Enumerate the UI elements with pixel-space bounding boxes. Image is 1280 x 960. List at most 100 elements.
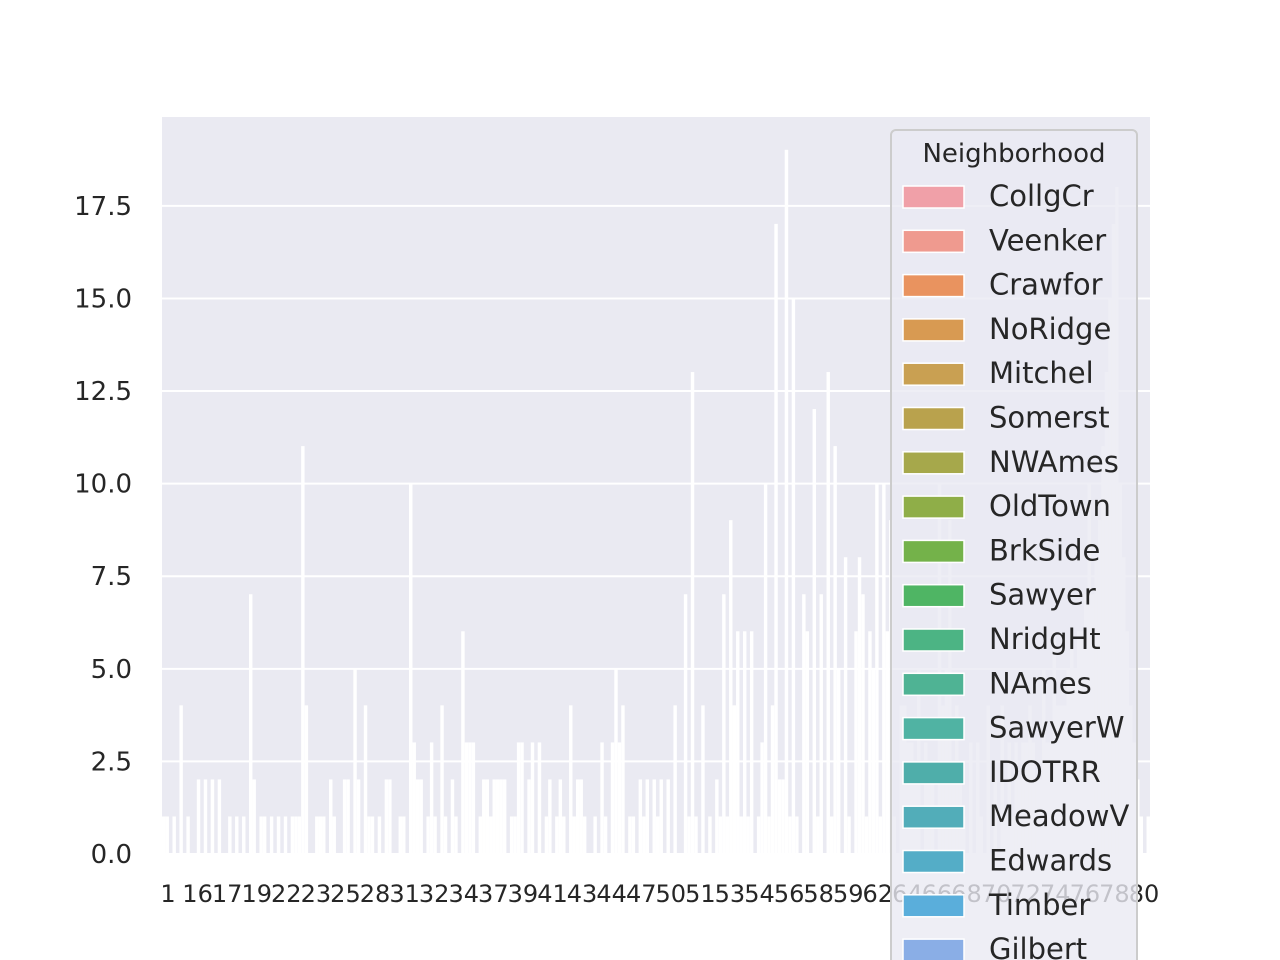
bar — [228, 816, 232, 855]
bar — [770, 705, 775, 855]
bar — [509, 816, 514, 855]
bar — [582, 816, 587, 855]
bar — [802, 594, 806, 855]
x-tick-label: 28 — [360, 880, 391, 908]
bar — [485, 779, 489, 855]
bar — [843, 557, 848, 855]
bar — [363, 705, 368, 855]
bar — [203, 779, 208, 855]
bar — [315, 816, 319, 855]
bar — [795, 816, 799, 855]
bar — [718, 816, 723, 855]
x-tick-label: 43 — [567, 880, 598, 908]
bar — [235, 816, 239, 855]
legend-label: IDOTRR — [989, 755, 1101, 789]
bar — [464, 742, 469, 855]
x-tick-label: 41 — [537, 880, 568, 908]
x-tick-label: 50 — [656, 880, 687, 908]
y-axis-ticks: 0.0 2.5 5.0 7.5 10.0 12.5 15.0 17.5 — [74, 192, 132, 870]
bar — [871, 668, 876, 855]
bar — [812, 409, 817, 855]
bar — [628, 816, 632, 855]
bar — [301, 446, 305, 855]
bar — [610, 742, 615, 855]
legend-swatch — [902, 451, 965, 475]
bar — [836, 668, 841, 855]
bar — [419, 779, 423, 855]
legend-swatch — [902, 495, 965, 519]
bar — [777, 779, 782, 855]
y-tick-label: 15.0 — [74, 284, 132, 314]
bar — [642, 816, 646, 855]
legend-label: Mitchel — [989, 356, 1094, 390]
bar — [638, 779, 643, 855]
bar — [739, 816, 743, 855]
bar — [322, 816, 326, 855]
bar — [781, 779, 785, 855]
bar — [179, 705, 183, 855]
bar — [562, 816, 566, 855]
bar — [659, 779, 663, 855]
x-tick-label: 19 — [241, 880, 272, 908]
bar — [687, 816, 691, 855]
legend-label: MeadowV — [989, 799, 1130, 833]
bar — [489, 816, 493, 855]
y-tick-label: 0.0 — [91, 840, 132, 870]
bar — [318, 816, 323, 855]
bar — [885, 631, 890, 855]
bar — [353, 668, 357, 855]
bar — [172, 816, 176, 855]
legend-swatch — [902, 539, 965, 564]
x-tick-label: 39 — [508, 880, 539, 908]
legend-swatch — [902, 849, 965, 874]
bar — [774, 223, 778, 855]
bar — [742, 631, 747, 855]
x-tick-label: 59 — [833, 880, 864, 908]
bar — [276, 816, 281, 855]
x-tick-label: 25 — [330, 880, 361, 908]
legend-label: NoRidge — [989, 312, 1111, 346]
bar — [756, 816, 761, 855]
bar — [290, 816, 295, 855]
bar — [513, 816, 517, 855]
bar — [468, 742, 472, 855]
bar — [558, 779, 563, 855]
x-tick-label: 37 — [478, 880, 509, 908]
bar — [861, 594, 865, 855]
bar — [826, 372, 830, 855]
bar — [791, 297, 796, 855]
x-tick-label: 1 — [160, 880, 175, 908]
bar — [269, 816, 274, 855]
legend-title: Neighborhood — [922, 139, 1105, 169]
legend-label: NAmes — [989, 666, 1092, 700]
bar — [262, 816, 267, 855]
bar — [440, 705, 444, 855]
x-tick-label: 16 — [182, 880, 213, 908]
bar — [656, 816, 660, 855]
bar — [882, 483, 886, 855]
legend-label: OldTown — [989, 489, 1111, 523]
bar — [833, 446, 837, 855]
bar — [576, 779, 580, 855]
bar — [819, 594, 823, 855]
bar — [502, 779, 507, 855]
bar — [454, 816, 458, 855]
bar — [788, 816, 792, 855]
legend-swatch — [902, 583, 965, 608]
bar — [165, 816, 169, 855]
bar — [259, 816, 263, 855]
bar — [478, 816, 483, 855]
bar — [854, 631, 858, 855]
bar — [252, 779, 256, 855]
bar — [736, 631, 740, 855]
bar — [544, 816, 549, 855]
bar — [572, 816, 576, 855]
x-tick-label: 62 — [863, 880, 894, 908]
bar — [377, 816, 382, 855]
x-tick-label: 51 — [685, 880, 716, 908]
legend-label: SawyerW — [989, 711, 1125, 745]
legend-swatch — [902, 362, 965, 386]
legend-label: BrkSide — [989, 533, 1100, 567]
bar — [433, 816, 437, 855]
